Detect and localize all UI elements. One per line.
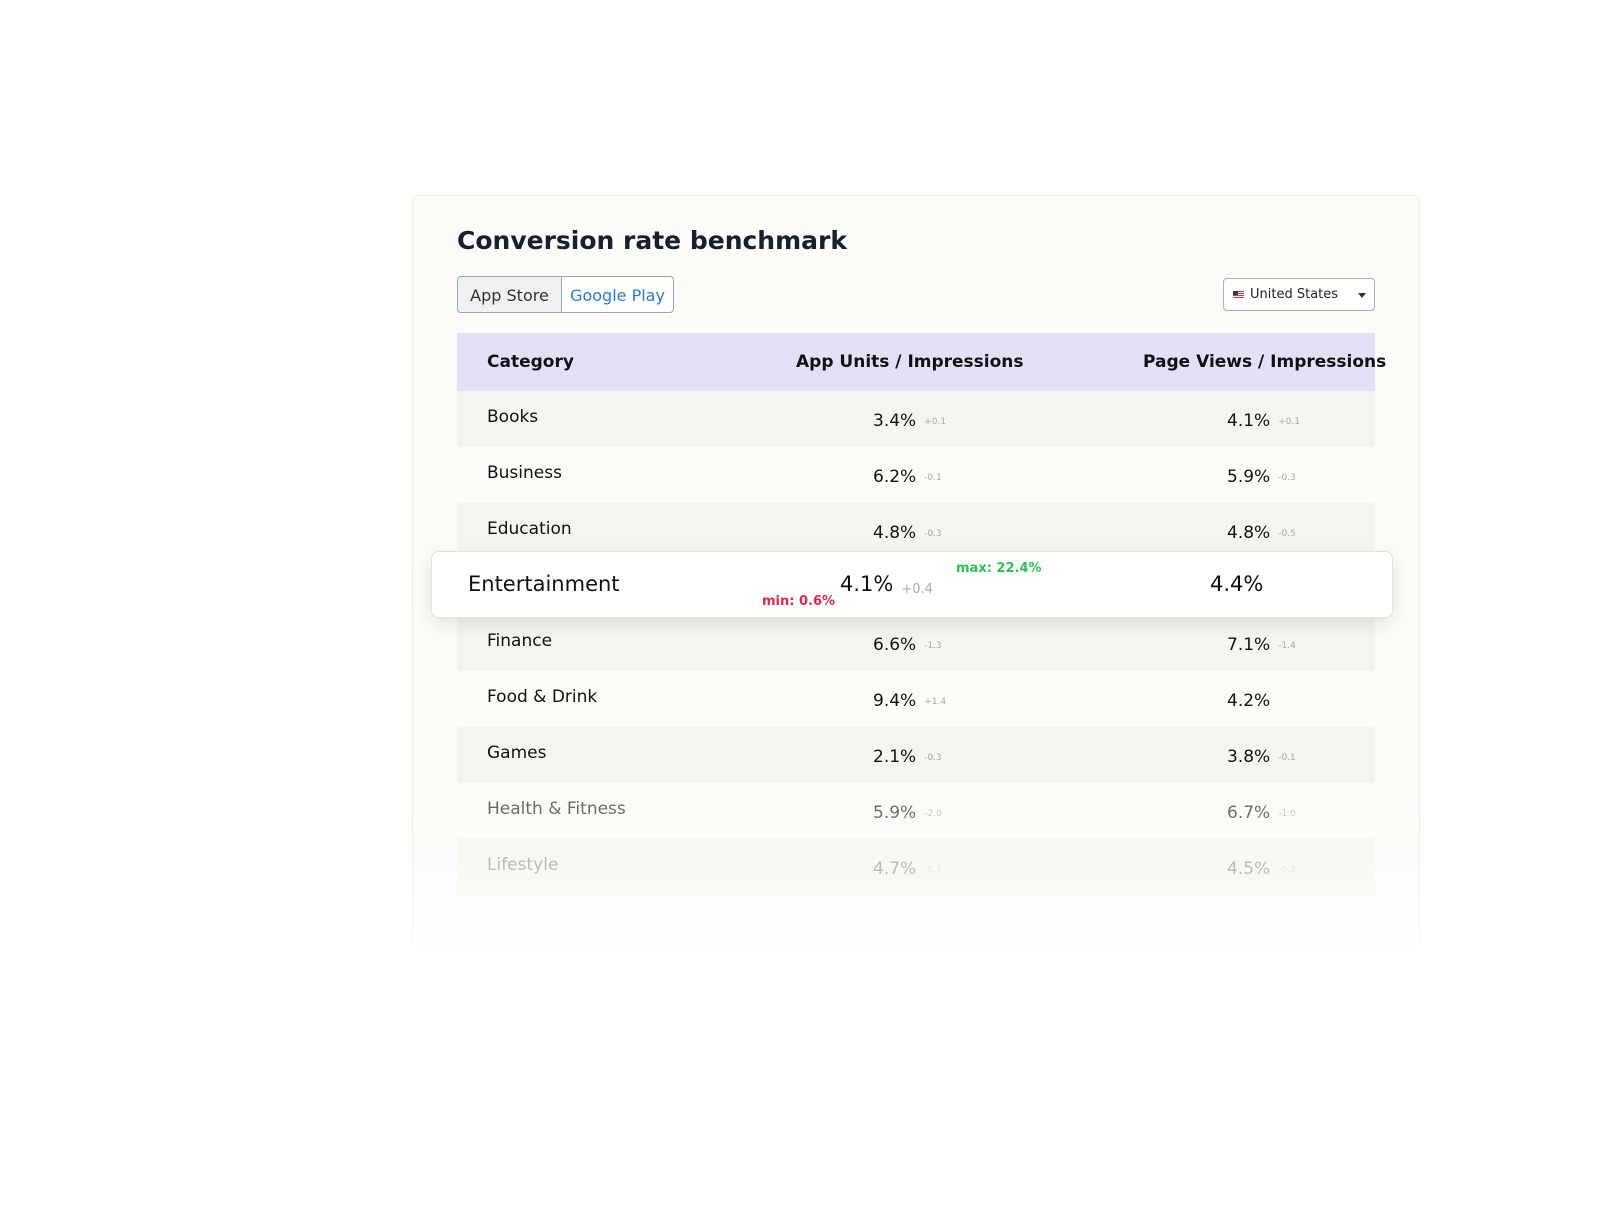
benchmark-card: Conversion rate benchmark App Store Goog… [412, 195, 1420, 949]
value: 9.4% [873, 691, 917, 711]
table-row: Finance 6.6% -1.3 7.1% -1.4 [457, 615, 1375, 671]
delta: +0.1 [1278, 417, 1301, 427]
delta: +1.4 [924, 697, 947, 707]
value: 3.8% [1227, 747, 1271, 767]
delta: -0.2 [1278, 865, 1296, 875]
app-units-cell: 2.1% -0.3 [873, 747, 942, 767]
app-units-cell: 4.8% -0.3 [873, 523, 942, 543]
delta: -0.3 [924, 753, 942, 763]
category: Finance [487, 631, 553, 651]
value: 5.9% [1227, 467, 1271, 487]
value: 6.2% [873, 467, 917, 487]
table-row: Books 3.4% +0.1 4.1% +0.1 [457, 391, 1375, 447]
row-content: Health & Fitness 5.9% -2.0 6.7% -1.0 [457, 783, 1375, 839]
app-units-cell: 4.1% +0.4 [840, 572, 933, 597]
value: 4.7% [873, 859, 917, 879]
row-content: Business 6.2% -0.1 5.9% -0.3 [457, 447, 1375, 503]
category: Business [487, 463, 562, 483]
delta: +0.1 [924, 417, 947, 427]
app-units-cell: 6.2% -0.1 [873, 467, 942, 487]
table-row: Business 6.2% -0.1 5.9% -0.3 [457, 447, 1375, 503]
app-units-cell: 9.4% +1.4 [873, 691, 946, 711]
delta: -1.4 [1278, 641, 1296, 651]
category: Books [487, 407, 539, 427]
category: Games [487, 743, 547, 763]
row-content: Education 4.8% -0.3 4.8% -0.5 [457, 503, 1375, 559]
delta: -0.1 [1278, 753, 1296, 763]
app-units-cell: 3.4% +0.1 [873, 411, 946, 431]
column-header: App Units / Impressions [796, 352, 1024, 372]
page-views-cell: 5.9% -0.3 [1227, 467, 1296, 487]
caret [1358, 293, 1366, 298]
value: 5.9% [873, 803, 917, 823]
page-views-cell: 4.4% [1210, 572, 1263, 596]
value: 4.2% [1227, 691, 1271, 711]
value: 6.6% [873, 635, 917, 655]
table-row: Games 2.1% -0.3 3.8% -0.1 [457, 727, 1375, 783]
category: Food & Drink [487, 687, 598, 707]
value: 4.4% [1210, 572, 1264, 596]
category: Lifestyle [487, 855, 559, 875]
value: 4.1% [840, 572, 894, 596]
value: 7.1% [1227, 635, 1271, 655]
flag-icon [1233, 291, 1244, 299]
page-views-cell: 4.1% +0.1 [1227, 411, 1300, 431]
delta: -1.0 [1278, 809, 1296, 819]
country-label: United States [1250, 287, 1339, 302]
value: 4.8% [873, 523, 917, 543]
max-label: max: 22.4% [956, 561, 1042, 576]
delta: -2.0 [924, 809, 942, 819]
value: 4.1% [1227, 411, 1271, 431]
value: 6.7% [1227, 803, 1271, 823]
category: Health & Fitness [487, 799, 626, 819]
delta: -0.3 [1278, 473, 1296, 483]
category: Entertainment [468, 572, 620, 596]
page-views-cell: 3.8% -0.1 [1227, 747, 1296, 767]
row-content: Games 2.1% -0.3 3.8% -0.1 [457, 727, 1375, 783]
row-content: Food & Drink 9.4% +1.4 4.2% [457, 671, 1375, 727]
page-views-cell: 4.5% -0.2 [1227, 859, 1296, 879]
table-row: Lifestyle 4.7% -0.7 4.5% -0.2 [457, 839, 1375, 895]
delta: -0.1 [924, 473, 942, 483]
value: 4.5% [1227, 859, 1271, 879]
delta: -0.3 [924, 529, 942, 539]
category: Education [487, 519, 572, 539]
column-header: Category [487, 352, 574, 372]
min-label: min: 0.6% [762, 594, 836, 609]
tab[interactable]: App Store [457, 276, 562, 313]
table-row: Education 4.8% -0.3 4.8% -0.5 [457, 503, 1375, 559]
column-header: Page Views / Impressions [1143, 352, 1387, 372]
value: 3.4% [873, 411, 917, 431]
delta: -1.3 [924, 641, 942, 651]
app-units-cell: 6.6% -1.3 [873, 635, 942, 655]
page-views-cell: 7.1% -1.4 [1227, 635, 1296, 655]
tab[interactable]: Google Play [561, 276, 674, 313]
app-units-cell: 5.9% -2.0 [873, 803, 942, 823]
page-views-cell: 4.2% [1227, 691, 1270, 711]
value: 2.1% [873, 747, 917, 767]
table-header: Category App Units / Impressions Page Vi… [457, 333, 1386, 391]
delta: -0.5 [1278, 529, 1296, 539]
table-row: Food & Drink 9.4% +1.4 4.2% [457, 671, 1375, 727]
row-content: Finance 6.6% -1.3 7.1% -1.4 [457, 615, 1375, 671]
delta: -0.7 [924, 865, 942, 875]
value: 4.8% [1227, 523, 1271, 543]
row-content: Lifestyle 4.7% -0.7 4.5% -0.2 [457, 839, 1375, 895]
page-views-cell: 4.8% -0.5 [1227, 523, 1296, 543]
table-row: Health & Fitness 5.9% -2.0 6.7% -1.0 [457, 783, 1375, 839]
app-units-cell: 4.7% -0.7 [873, 859, 942, 879]
delta: +0.4 [901, 582, 933, 597]
page-views-cell: 6.7% -1.0 [1227, 803, 1296, 823]
country-dropdown[interactable]: United States [1223, 278, 1375, 311]
highlighted-row: Entertainment 4.1% +0.4 min: 0.6% max: 22.4%… [431, 551, 1393, 618]
title: Conversion rate benchmark [457, 226, 847, 255]
row-content: Books 3.4% +0.1 4.1% +0.1 [457, 391, 1375, 447]
